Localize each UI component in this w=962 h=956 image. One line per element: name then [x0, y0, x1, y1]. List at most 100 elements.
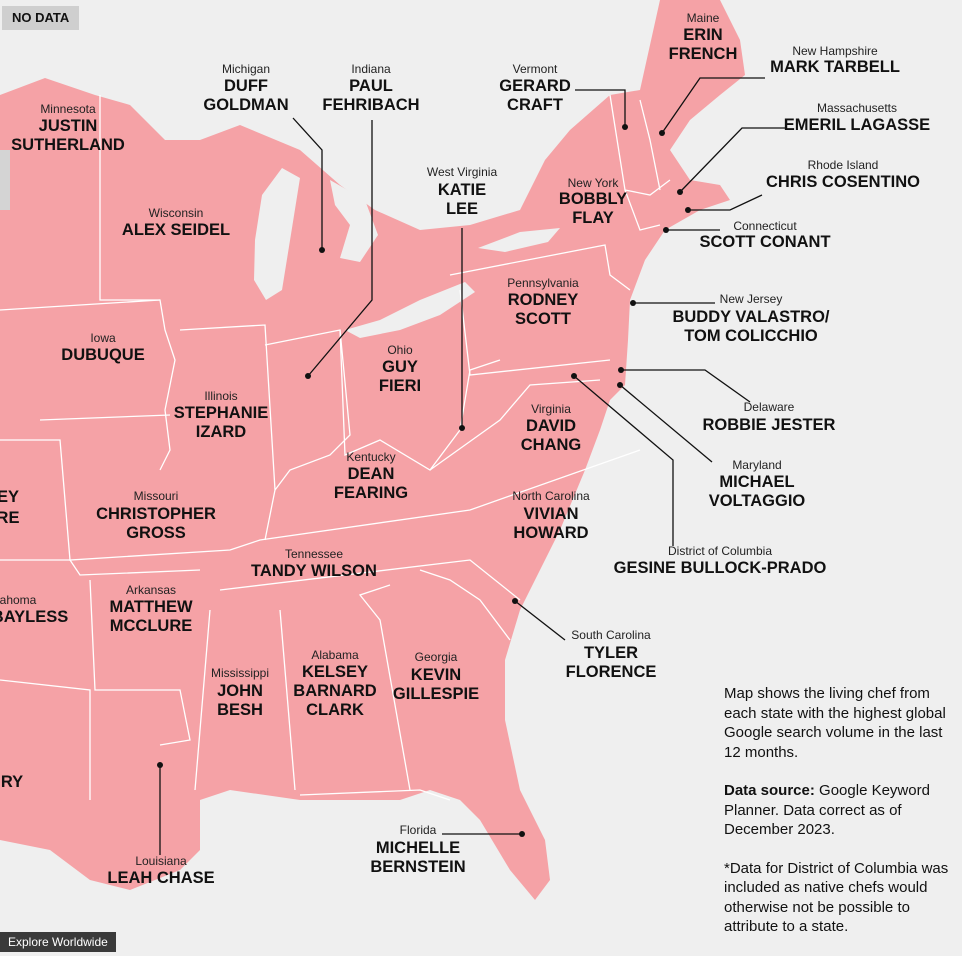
state-name: Iowa: [90, 331, 116, 345]
cut-off-label: EY: [0, 488, 19, 506]
leader-line: [621, 369, 751, 403]
state-name: Mississippi: [211, 666, 269, 680]
chef-name: KELSEY: [302, 663, 368, 681]
chef-name: SUTHERLAND: [11, 136, 125, 154]
state-name: Indiana: [351, 62, 391, 76]
state-name: Minnesota: [40, 102, 96, 116]
chef-name: LEE: [446, 200, 478, 218]
chef-name: TYLER: [584, 644, 638, 662]
leader-dot: [618, 367, 624, 373]
chef-name: BOBBLY: [559, 190, 627, 208]
state-name: New Hampshire: [792, 44, 878, 58]
state-name: Arkansas: [126, 583, 176, 597]
chef-name: FRENCH: [669, 45, 738, 63]
chef-name: MARK TARBELL: [770, 58, 900, 76]
note-text: Map shows the living chef from each stat…: [724, 685, 946, 761]
leader-dot: [685, 207, 691, 213]
state-name: Tennessee: [285, 547, 343, 561]
leader-line: [514, 600, 566, 641]
state-border: [429, 379, 601, 471]
chef-name: BARNARD: [293, 682, 376, 700]
state-name: Connecticut: [733, 219, 797, 233]
state-border: [459, 289, 611, 376]
state-name: Rhode Island: [808, 158, 879, 172]
no-data-badge: NO DATA: [2, 6, 80, 30]
leader-line: [307, 120, 373, 377]
leader-dot: [617, 382, 623, 388]
leader-line: [575, 89, 626, 127]
state-border: [0, 679, 91, 800]
footer: Explore Worldwide: [0, 932, 116, 952]
chef-name: BESH: [217, 701, 263, 719]
chef-name: FLAY: [572, 209, 614, 227]
chef-name: CHRIS COSENTINO: [766, 173, 920, 191]
chef-name: JOHN: [217, 682, 263, 700]
state-border: [179, 324, 276, 541]
state-name: Maine: [687, 11, 720, 25]
leader-dot: [319, 247, 325, 253]
chef-name: RODNEY: [508, 291, 579, 309]
chef-name: TOM COLICCHIO: [684, 327, 818, 345]
leader-line: [679, 127, 785, 193]
chef-name: GILLESPIE: [393, 685, 479, 703]
leader-dot: [677, 189, 683, 195]
leader-dot: [459, 425, 465, 431]
chef-name: FEARING: [334, 484, 408, 502]
chef-name: ERIN: [683, 26, 722, 44]
state-name: Illinois: [204, 389, 237, 403]
state-border: [0, 439, 641, 561]
state-name: District of Columbia: [668, 544, 772, 558]
state-name: Massachusetts: [817, 101, 897, 115]
state-border: [639, 99, 661, 191]
note: Map shows the living chef from each stat…: [724, 684, 956, 956]
chef-name: MICHELLE: [376, 839, 460, 857]
state-border: [194, 609, 211, 791]
state-border: [219, 559, 521, 601]
chef-name: KEVIN: [411, 666, 461, 684]
state-border: [279, 609, 296, 791]
state-border: [264, 329, 351, 491]
state-name: Ohio: [387, 343, 413, 357]
cut-off-label: ahoma: [0, 593, 37, 607]
chef-name: MICHAEL: [719, 473, 794, 491]
state-border: [0, 299, 161, 311]
cut-off-label: RE: [0, 509, 19, 527]
chef-name: KATIE: [438, 181, 486, 199]
leader-dot: [663, 227, 669, 233]
state-border: [624, 189, 661, 231]
chef-name: JUSTIN: [39, 117, 98, 135]
chef-name: IZARD: [196, 423, 246, 441]
leader-dot: [659, 130, 665, 136]
chef-name: MCCLURE: [110, 617, 193, 635]
chef-name: EMERIL LAGASSE: [784, 116, 930, 134]
chef-name: CHRISTOPHER: [96, 505, 216, 523]
chef-name: ROBBIE JESTER: [703, 416, 836, 434]
leader-dot: [571, 373, 577, 379]
leader-line: [619, 384, 713, 463]
state-name: West Virginia: [427, 165, 498, 179]
chef-name: STEPHANIE: [174, 404, 268, 422]
chef-name: FEHRIBACH: [322, 96, 419, 114]
source-text: Google Keyword Planner. Data correct as …: [724, 782, 930, 838]
lake-ontario: [478, 228, 560, 252]
state-name: South Carolina: [571, 628, 651, 642]
chef-name: FIERI: [379, 377, 421, 395]
chef-name: GOLDMAN: [203, 96, 288, 114]
